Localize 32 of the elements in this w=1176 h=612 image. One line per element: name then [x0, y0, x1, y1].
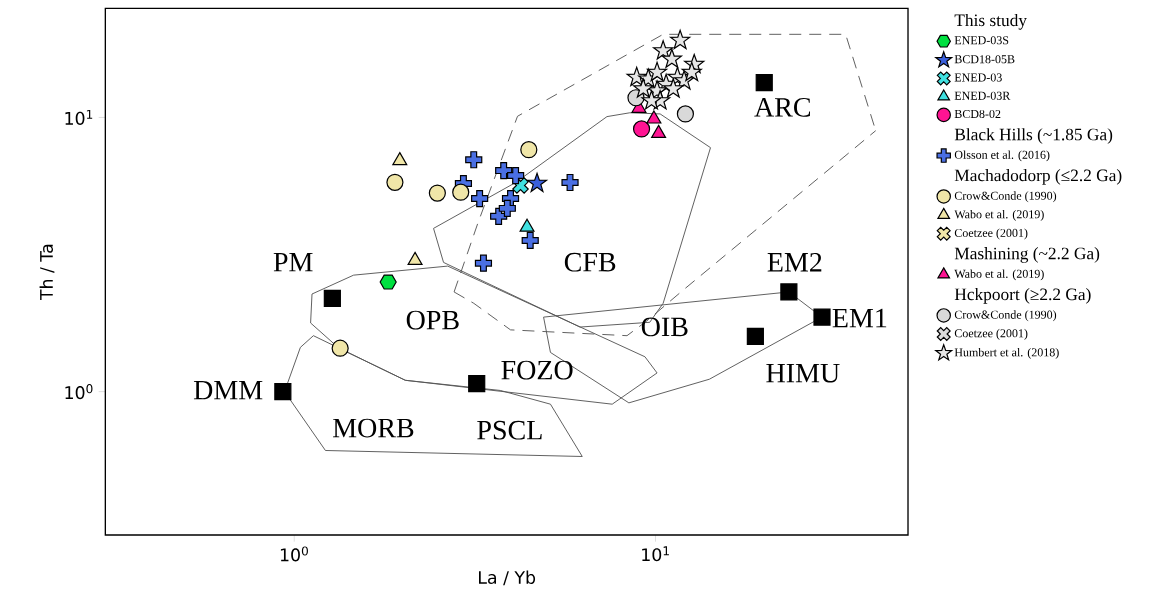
text: Hckpoort (≥2.2 Ga) — [954, 287, 1091, 304]
annotation: PSCL — [477, 420, 542, 440]
legend-label: Olsson et al. (2016) — [954, 150, 1050, 162]
legend-label: Crow&Conde (1990) — [954, 191, 1057, 203]
legend-label: Wabo et al. (2019) — [954, 269, 1044, 281]
text: Mashining (~2.2 Ga) — [954, 247, 1100, 263]
text: This study — [954, 13, 1027, 30]
legend-label: Coetzee (2001) — [954, 328, 1028, 340]
text: Black Hills (~1.85 Ga) — [954, 128, 1113, 144]
annotation: HIMU — [766, 364, 840, 383]
annotation: MORB — [333, 418, 414, 438]
legend-label: ENED-03 — [954, 73, 1002, 82]
annotation: OIB — [641, 317, 688, 337]
annotation: EM2 — [767, 252, 822, 272]
legend-label: BCD8-02 — [954, 109, 1001, 118]
x-axis-title: La / Yb — [479, 570, 536, 586]
annotation: EM1 — [832, 308, 887, 328]
legend-label: Humbert et al. (2018) — [954, 347, 1059, 359]
legend-label: Coetzee (2001) — [954, 228, 1028, 240]
legend-label: Wabo et al. (2019) — [954, 209, 1044, 221]
legend-label: Crow&Conde (1990) — [954, 310, 1057, 322]
text: Machadodorp (≤2.2 Ga) — [954, 169, 1122, 185]
annotation: OPB — [406, 310, 459, 330]
annotation: CFB — [564, 252, 616, 272]
legend-label: ENED-03R — [954, 91, 1011, 100]
annotation: DMM — [193, 380, 263, 400]
annotation: FOZO — [501, 360, 573, 380]
annotation: ARC — [754, 97, 811, 117]
y-axis-title: Th / Ta — [39, 244, 55, 301]
legend-label: ENED-03S — [954, 36, 1009, 45]
legend-label: BCD18-05B — [954, 55, 1015, 64]
annotation: PM — [273, 253, 313, 272]
